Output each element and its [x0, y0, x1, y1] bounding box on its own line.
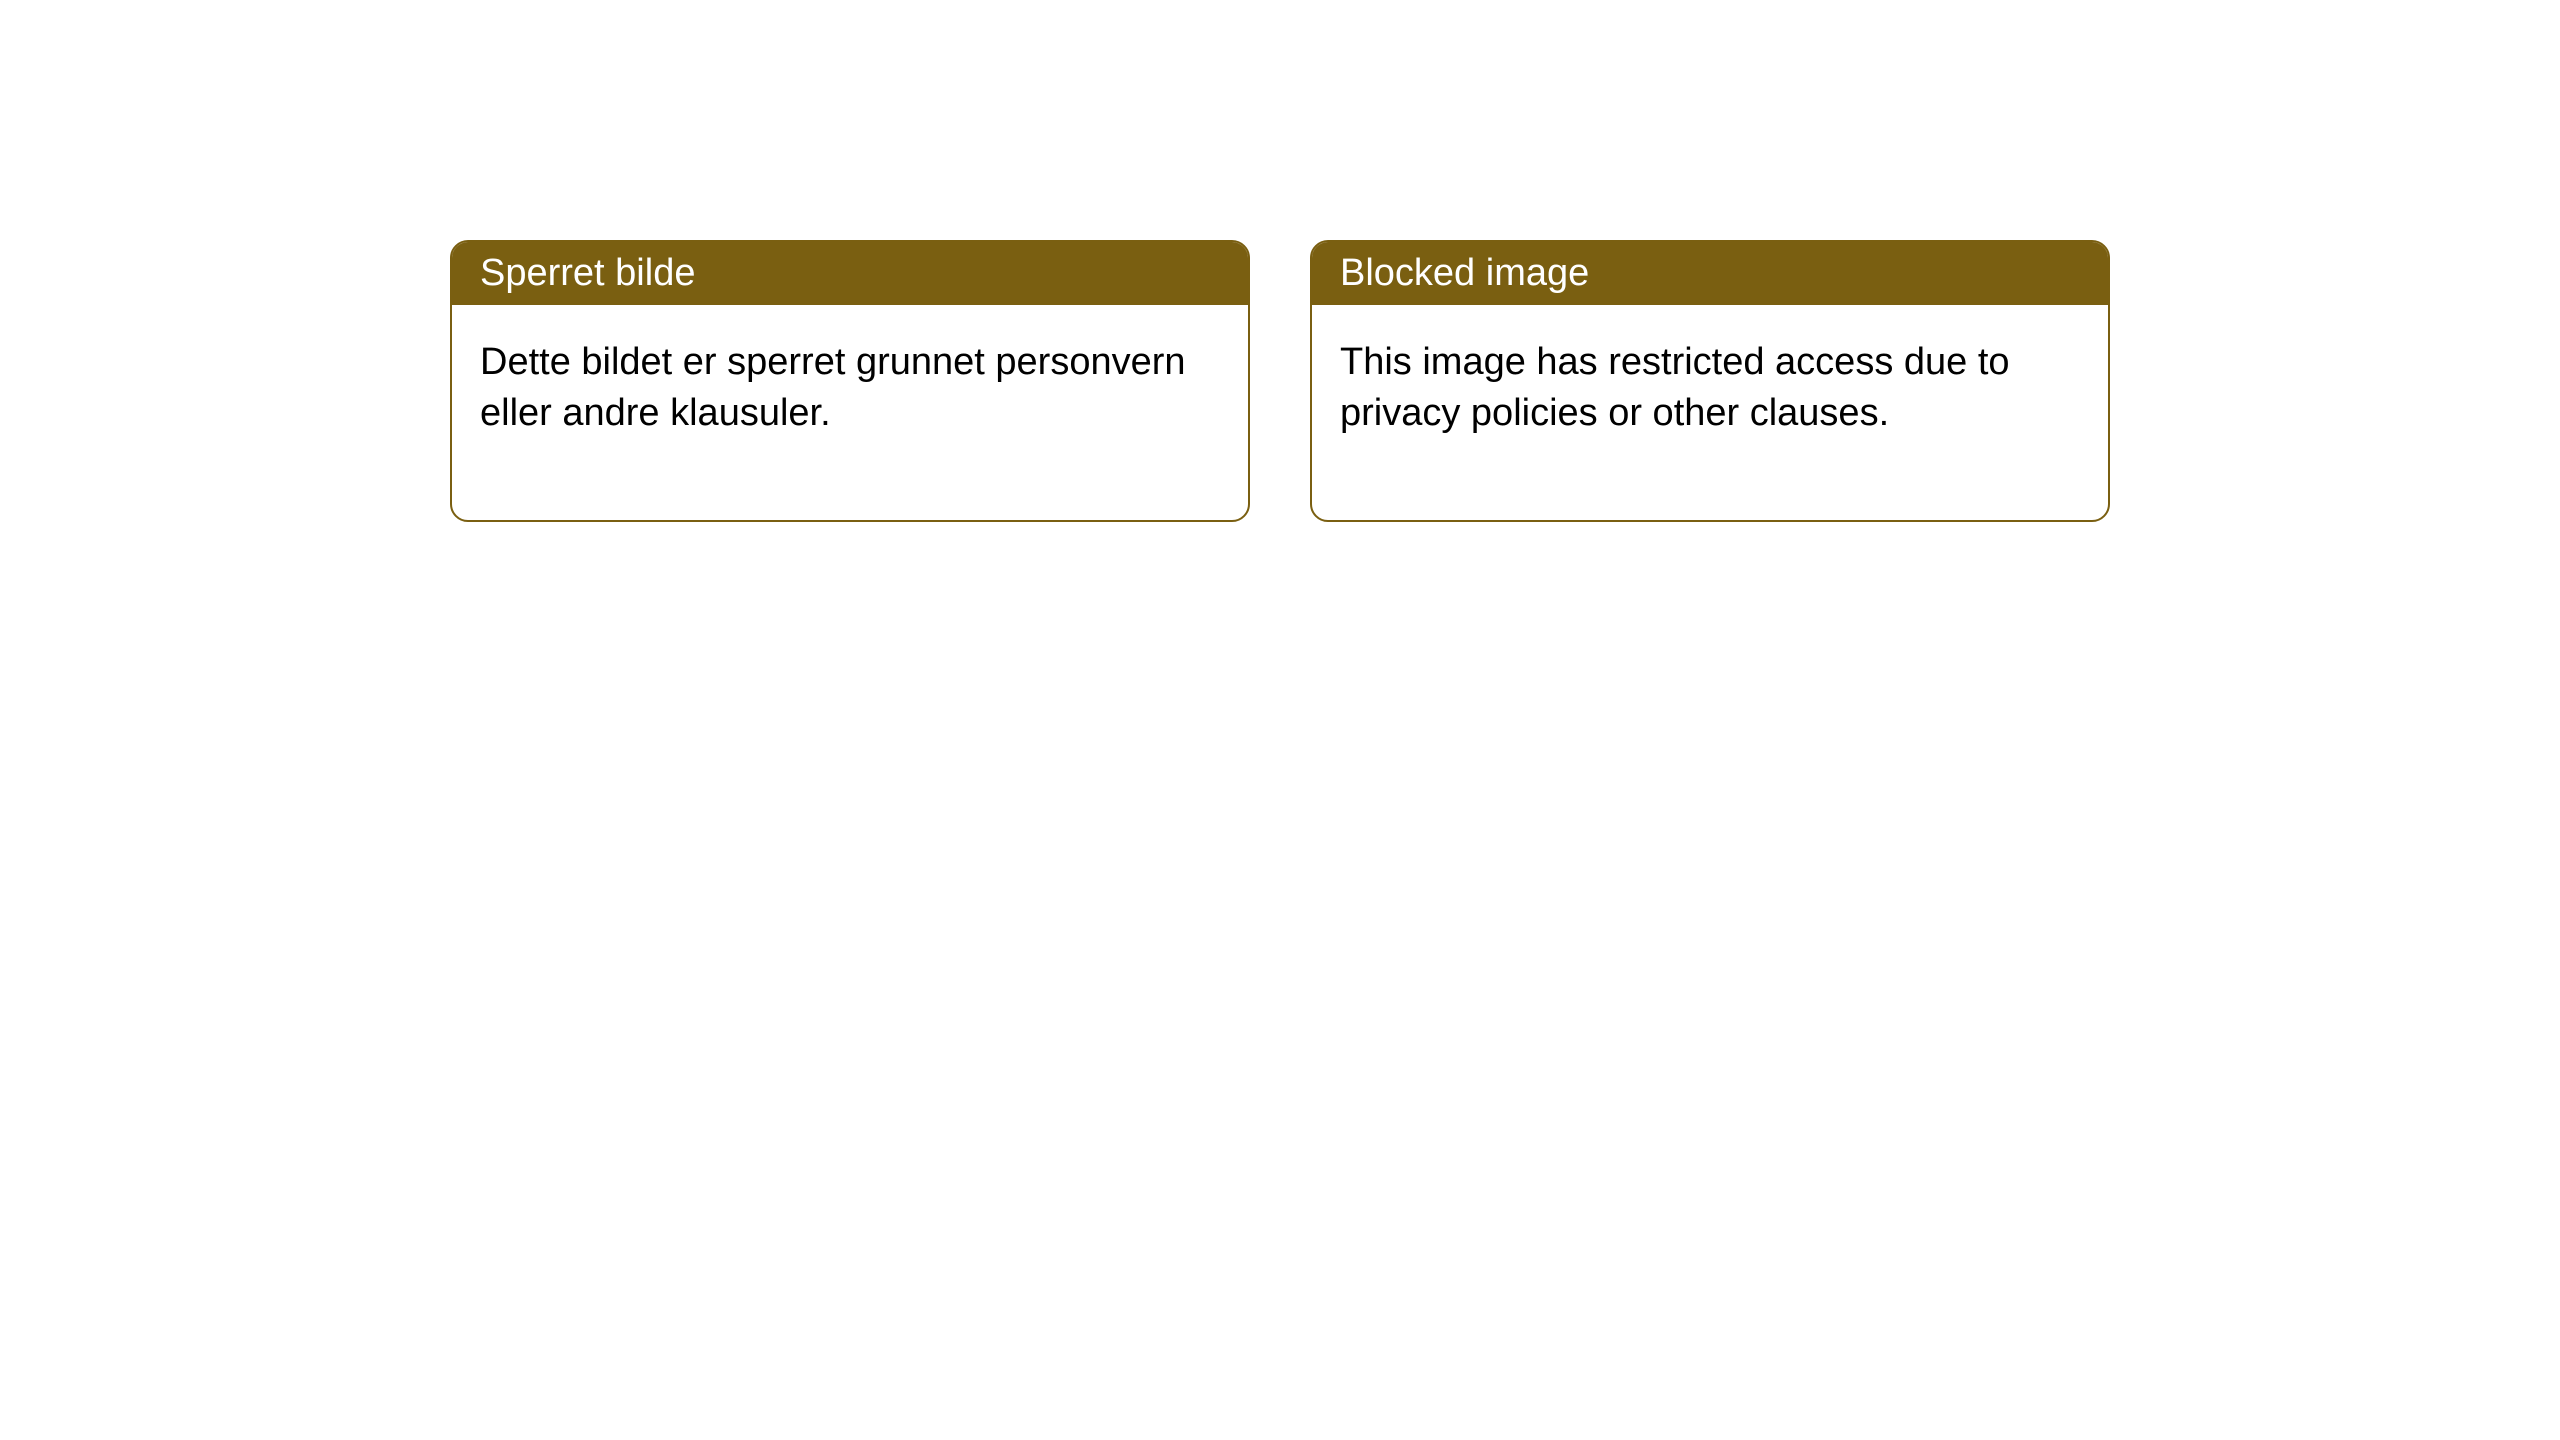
notice-card-norwegian: Sperret bilde Dette bildet er sperret gr… — [450, 240, 1250, 522]
notice-container: Sperret bilde Dette bildet er sperret gr… — [0, 0, 2560, 522]
notice-body-norwegian: Dette bildet er sperret grunnet personve… — [452, 305, 1248, 520]
notice-title-norwegian: Sperret bilde — [452, 242, 1248, 305]
notice-title-english: Blocked image — [1312, 242, 2108, 305]
notice-body-english: This image has restricted access due to … — [1312, 305, 2108, 520]
notice-card-english: Blocked image This image has restricted … — [1310, 240, 2110, 522]
